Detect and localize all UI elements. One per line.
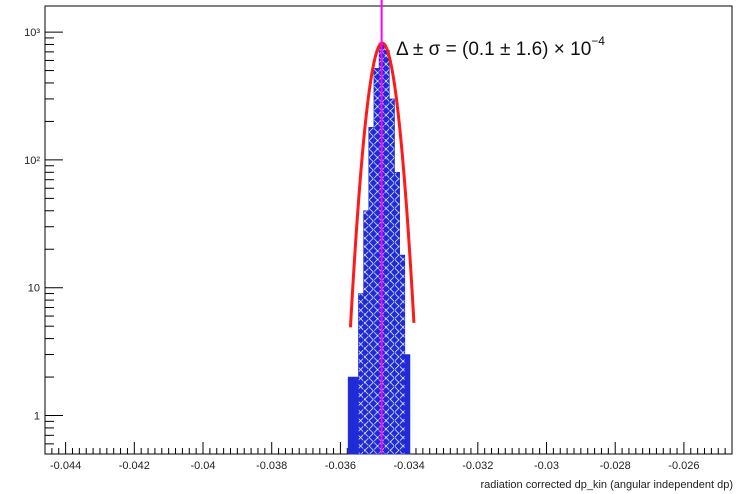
fit-annotation: Δ ± σ = (0.1 ± 1.6) × 10−4 (396, 34, 605, 60)
x-tick-label: -0.032 (462, 460, 493, 472)
y-tick-label: 10 (28, 283, 40, 295)
annotation-text: Δ ± σ = (0.1 ± 1.6) × 10 (396, 39, 591, 60)
histogram-bar (347, 376, 354, 455)
y-axis (45, 31, 63, 455)
histogram-bar (368, 126, 375, 455)
tick-labels: -0.044 -0.042 -0.04 -0.038 -0.036 -0.034 -0.03… (24, 27, 699, 472)
histogram-bar (383, 50, 390, 455)
histogram-bar (352, 376, 359, 455)
x-axis-title: radiation corrected dp_kin (angular inde… (480, 479, 733, 491)
x-tick-label: -0.042 (119, 460, 150, 472)
histogram-bar (389, 98, 395, 455)
histogram-bar (358, 293, 364, 455)
histogram-bar (363, 210, 370, 455)
y-tick-label: 10³ (24, 27, 40, 39)
histogram-bar (404, 354, 411, 455)
y-tick-label: 1 (34, 411, 40, 423)
x-tick-label: -0.03 (534, 460, 559, 472)
histogram-bar (373, 68, 380, 455)
y-tick-label: 10² (24, 155, 40, 167)
x-tick-label: -0.038 (256, 460, 287, 472)
x-tick-label: -0.04 (190, 460, 215, 472)
x-tick-label: -0.028 (600, 460, 631, 472)
histogram-bars (347, 42, 411, 455)
histogram-bar (394, 171, 400, 455)
x-tick-label: -0.034 (394, 460, 425, 472)
x-tick-label: -0.026 (668, 460, 699, 472)
x-tick-label: -0.036 (325, 460, 356, 472)
annotation-exponent: −4 (591, 34, 605, 48)
x-tick-label: -0.044 (50, 460, 81, 472)
histogram-bar (399, 254, 406, 455)
